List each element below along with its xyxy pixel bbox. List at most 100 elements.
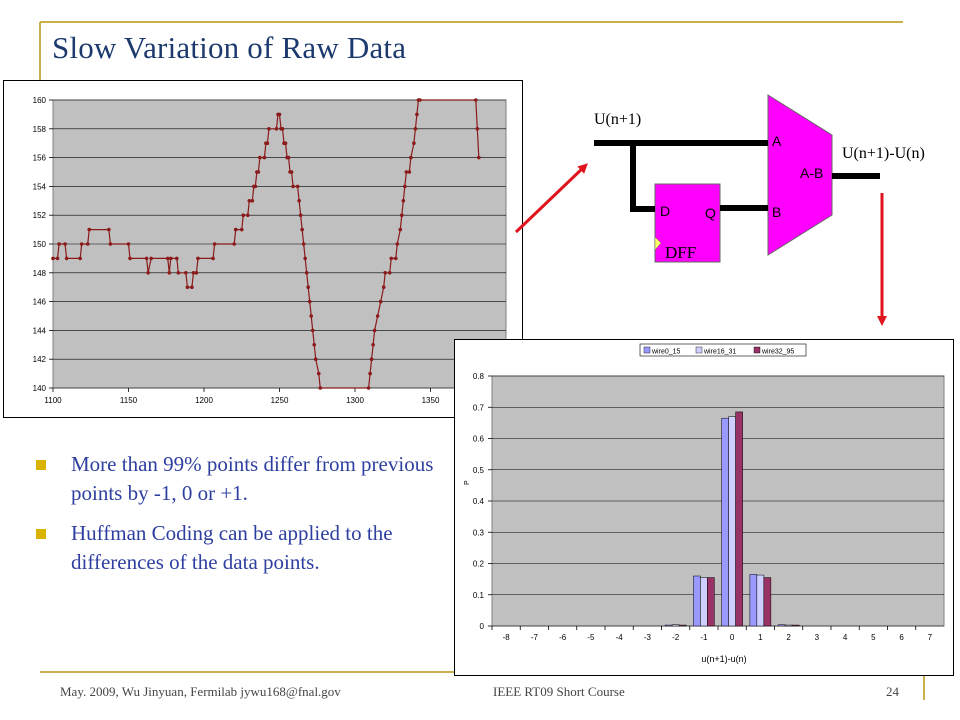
- y-tick-label: 150: [33, 240, 47, 249]
- data-point: [262, 155, 267, 160]
- data-point: [395, 242, 400, 246]
- bar-wire32_95: [763, 577, 772, 627]
- bullet-text: Huffman Coding can be applied to the dif…: [71, 521, 393, 574]
- data-point: [146, 271, 150, 275]
- data-point: [128, 256, 132, 261]
- x-tick-label: 1250: [271, 396, 289, 405]
- data-point: [312, 343, 317, 347]
- dff-q-pin: Q: [705, 205, 716, 221]
- data-point: [149, 256, 153, 261]
- data-point: [51, 256, 55, 261]
- y-tick-label: 0.5: [473, 466, 485, 475]
- data-point: [474, 98, 478, 102]
- data-point: [413, 127, 418, 131]
- x-tick-label: 1100: [44, 396, 62, 405]
- data-point: [307, 299, 312, 304]
- bar-wire0_15: [777, 624, 786, 627]
- y-axis-label: P: [464, 480, 471, 485]
- x-tick-label: -4: [616, 633, 624, 642]
- bullet-list: More than 99% points differ from previou…: [36, 450, 436, 588]
- legend-box: [639, 343, 807, 357]
- x-tick-label: 3: [815, 633, 820, 642]
- bar-wire0_15: [664, 624, 673, 627]
- data-point: [78, 256, 82, 261]
- raw-data-series-line: [53, 99, 480, 389]
- data-point: [304, 271, 309, 275]
- data-point: [381, 285, 386, 289]
- y-tick-label: 0.4: [473, 497, 485, 506]
- data-point: [309, 314, 314, 318]
- data-point: [277, 112, 282, 117]
- data-point: [404, 170, 409, 174]
- legend-entry: wire16_31: [703, 349, 736, 356]
- data-point: [378, 299, 383, 304]
- y-tick-label: 146: [33, 298, 47, 307]
- alu-b-pin: B: [772, 204, 781, 220]
- data-point: [375, 314, 380, 318]
- data-point: [415, 112, 419, 117]
- bar-wire0_15: [721, 417, 729, 627]
- data-point: [64, 256, 69, 261]
- bar-wire32_95: [707, 577, 715, 627]
- x-tick-label: 1: [758, 633, 763, 642]
- data-point: [318, 386, 323, 390]
- dff-label: DFF: [665, 243, 696, 262]
- legend-entry: wire0_15: [651, 349, 681, 356]
- x-axis-label: u(n+1)-u(n): [701, 654, 746, 664]
- dff-block: [654, 183, 721, 263]
- x-tick-label: 1350: [422, 396, 440, 405]
- dff-d-pin: D: [660, 203, 670, 219]
- bullet-item: More than 99% points differ from previou…: [36, 450, 436, 508]
- data-point: [412, 141, 416, 145]
- x-tick-label: 1200: [195, 396, 213, 405]
- data-point: [55, 256, 60, 261]
- data-point: [291, 184, 295, 189]
- x-tick-label: 1150: [120, 396, 138, 405]
- data-point: [212, 242, 217, 246]
- y-tick-label: 152: [33, 211, 47, 220]
- data-point: [194, 271, 199, 275]
- bar-wire0_15: [749, 574, 758, 627]
- x-tick-label: 0: [730, 633, 735, 642]
- data-point: [265, 141, 270, 145]
- data-point: [168, 256, 173, 261]
- slide-title: Slow Variation of Raw Data: [52, 30, 407, 65]
- data-point: [184, 271, 188, 275]
- data-point: [233, 227, 238, 232]
- legend-entry: wire32_95: [761, 349, 794, 356]
- data-point: [274, 127, 279, 131]
- data-point: [108, 242, 113, 246]
- x-tick-label: -5: [587, 633, 595, 642]
- output-label: U(n+1)-U(n): [842, 145, 925, 162]
- y-tick-label: 154: [33, 182, 47, 191]
- subtractor-block: [767, 94, 833, 256]
- data-point: [401, 199, 406, 203]
- data-point: [387, 271, 392, 275]
- y-tick-label: 0.3: [473, 528, 485, 537]
- data-point: [366, 386, 371, 390]
- x-tick-label: 4: [843, 633, 848, 642]
- data-point: [383, 271, 388, 275]
- data-point: [289, 170, 294, 174]
- bar-wire0_15: [693, 575, 701, 627]
- alu-op-label: A-B: [800, 165, 823, 181]
- data-point: [176, 271, 181, 275]
- alu-a-pin: A: [772, 133, 782, 149]
- data-point: [185, 285, 190, 289]
- y-tick-label: 148: [33, 269, 47, 278]
- bar-wire16_31: [784, 624, 793, 627]
- y-tick-label: 144: [33, 326, 47, 335]
- data-point: [167, 271, 172, 275]
- bullet-marker-icon: [36, 529, 46, 539]
- footer-author: May. 2009, Wu Jinyuan, Fermilab jywu168@…: [60, 684, 341, 699]
- x-tick-label: 2: [786, 633, 791, 642]
- data-point: [258, 155, 262, 160]
- difference-histogram: wire0_15 wire16_31 wire32_95 0 0.1 0.2 0.3 0.4…: [454, 339, 954, 676]
- data-point: [418, 98, 422, 102]
- data-point: [297, 199, 301, 203]
- data-point: [247, 199, 252, 203]
- data-point: [477, 155, 481, 160]
- x-tick-label: -1: [700, 633, 708, 642]
- y-tick-label: 0: [480, 622, 485, 631]
